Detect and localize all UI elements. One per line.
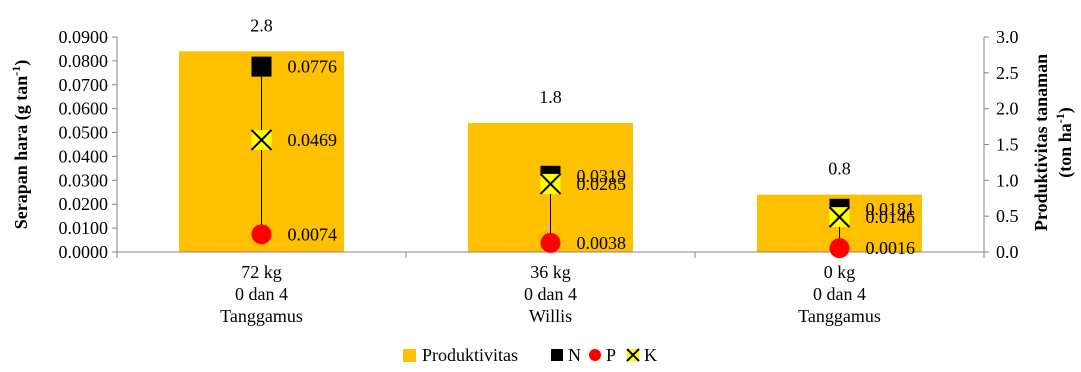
data-label-k-1: 0.0469 [288, 130, 338, 150]
data-label-p-3: 0.0016 [866, 238, 916, 258]
legend-item-k-swatch [626, 348, 640, 362]
left-tick-label: 0.0200 [59, 194, 109, 214]
marker-n-1 [251, 56, 272, 77]
left-axis-title: Serapan hara (g tan-1) [9, 60, 32, 230]
bar-value-label-1: 2.8 [250, 15, 273, 35]
left-tick-label: 0.0700 [59, 75, 109, 95]
legend-item-k-label: K [644, 345, 657, 365]
right-tick-label: 2.0 [996, 99, 1019, 119]
bar-value-label-2: 1.8 [539, 87, 562, 107]
legend-item-k-swatch-stroke-b [626, 348, 640, 362]
data-label-n-3: 0.0181 [866, 199, 916, 219]
marker-k-2-stroke-b [539, 173, 562, 195]
marker-p-3 [829, 238, 850, 259]
legend-item-n-swatch [551, 349, 563, 361]
left-tick-label: 0.0000 [59, 242, 109, 262]
bar-value-label-3: 0.8 [828, 159, 851, 179]
marker-k-2 [539, 173, 562, 195]
marker-k-3 [828, 206, 851, 228]
category-label-1-line-1: 72 kg [241, 262, 282, 282]
legend-item-produktivitas-swatch [403, 349, 416, 362]
legend-item-produktivitas-label: Produktivitas [422, 345, 518, 365]
left-tick-label: 0.0100 [59, 218, 109, 238]
marker-p-2 [540, 232, 561, 253]
left-tick-label: 0.0300 [59, 170, 109, 190]
category-label-1-line-2: 0 dan 4 [235, 284, 288, 304]
marker-p-1 [251, 224, 272, 245]
category-label-1-line-3: Tanggamus [220, 306, 303, 326]
category-label-3-line-1: 0 kg [824, 262, 856, 282]
data-label-k-3: 0.0146 [866, 207, 916, 227]
legend-item-p-swatch [589, 349, 601, 361]
marker-k-3-stroke-b [828, 206, 851, 228]
left-tick-label: 0.0900 [59, 27, 109, 47]
category-label-2-line-1: 36 kg [530, 262, 571, 282]
right-tick-label: 0.5 [996, 206, 1019, 226]
legend-item-n-label: N [568, 345, 581, 365]
right-tick-label: 3.0 [996, 27, 1019, 47]
category-label-2-line-3: Willis [529, 306, 572, 326]
right-axis-title: Produktivitas tanaman (ton ha-1) [1031, 54, 1076, 231]
left-tick-label: 0.0800 [59, 51, 109, 71]
category-label-2-line-2: 0 dan 4 [524, 284, 577, 304]
data-label-n-1: 0.0776 [288, 57, 338, 77]
marker-k-1 [250, 129, 273, 151]
legend: Produktivitas N P K [403, 345, 657, 365]
left-tick-label: 0.0400 [59, 146, 109, 166]
left-tick-label: 0.0600 [59, 99, 109, 119]
marker-k-1-stroke-b [250, 129, 273, 151]
data-label-p-2: 0.0038 [577, 233, 627, 253]
data-label-n-2: 0.0319 [577, 166, 627, 186]
legend-item-p-label: P [606, 345, 616, 365]
right-tick-label: 1.0 [996, 170, 1019, 190]
data-label-p-1: 0.0074 [288, 224, 338, 244]
right-tick-label: 2.5 [996, 63, 1019, 83]
data-label-k-2: 0.0285 [577, 174, 627, 194]
category-label-3-line-2: 0 dan 4 [813, 284, 866, 304]
right-tick-label: 1.5 [996, 135, 1019, 155]
right-tick-label: 0.0 [996, 242, 1019, 262]
category-label-3-line-3: Tanggamus [798, 306, 881, 326]
left-tick-label: 0.0500 [59, 123, 109, 143]
